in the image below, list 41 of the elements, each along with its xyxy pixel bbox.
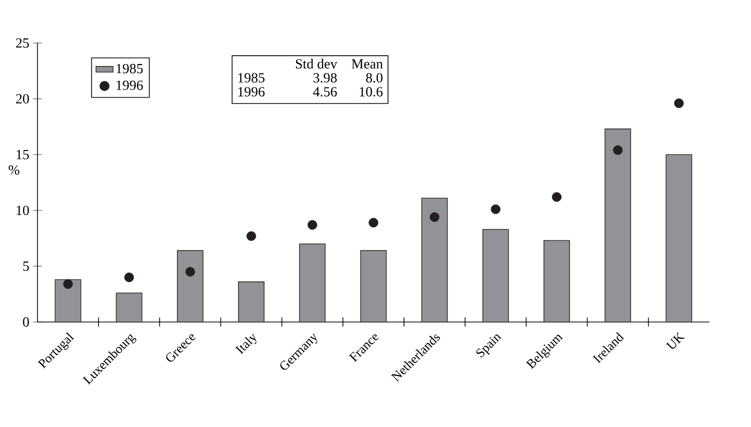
annotation: Mean — [352, 59, 383, 69]
annotation: 1985 — [238, 73, 264, 83]
legend-label: 1985 — [116, 64, 143, 74]
bar — [666, 154, 692, 322]
bar — [238, 281, 265, 322]
bar — [54, 279, 82, 322]
point — [613, 145, 623, 155]
point — [552, 192, 562, 202]
y-tick-label: 25 — [16, 38, 29, 48]
x-tick-label: UK — [666, 332, 685, 349]
bar — [116, 292, 142, 322]
point — [490, 204, 500, 214]
y-axis-title: % — [8, 165, 20, 175]
bar — [482, 228, 509, 322]
annotation: Std dev — [296, 58, 338, 69]
y-tick-label: 15 — [16, 150, 29, 160]
bar — [299, 243, 326, 322]
annotation: 10.6 — [360, 87, 383, 97]
y-tick-label: 5 — [23, 262, 29, 271]
point — [185, 266, 195, 277]
point — [674, 98, 684, 108]
y-tick-label: 10 — [16, 206, 29, 216]
annotation: 1996 — [238, 87, 265, 96]
point — [63, 279, 73, 289]
bar — [544, 240, 570, 322]
y-tick-label: 0 — [22, 317, 29, 327]
point — [430, 212, 440, 222]
legend-label: 1996 — [116, 80, 143, 90]
point — [124, 272, 134, 282]
annotation: 8.0 — [366, 73, 382, 83]
point — [368, 218, 378, 228]
y-tick-label: 20 — [16, 94, 29, 104]
bar — [360, 250, 387, 322]
annotation: 3.98 — [314, 73, 337, 83]
bar — [604, 128, 632, 322]
x-tick-label: Italy — [235, 334, 256, 354]
point — [308, 220, 318, 230]
point — [246, 231, 256, 241]
bar — [176, 250, 204, 322]
bar — [421, 198, 448, 322]
annotation: 4.56 — [313, 87, 337, 97]
